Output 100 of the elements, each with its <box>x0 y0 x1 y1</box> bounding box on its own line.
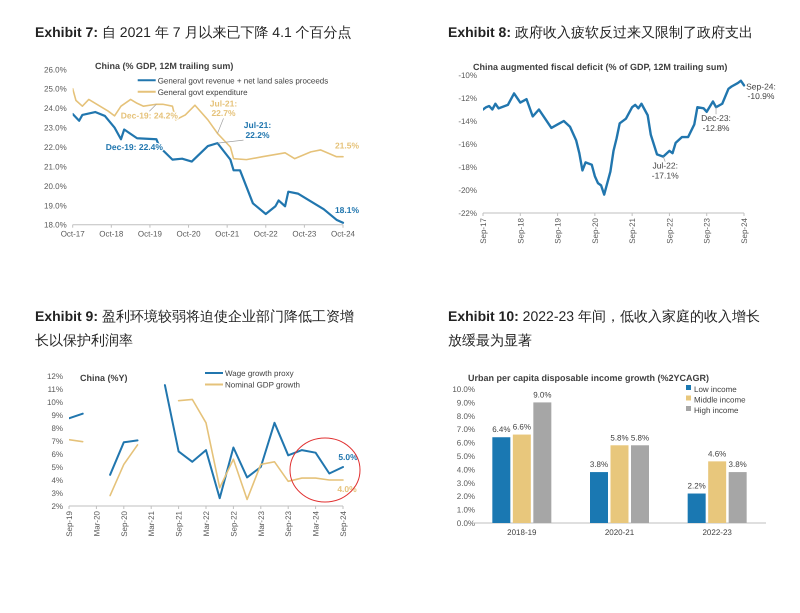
data-label: 2.2% <box>688 482 706 491</box>
data-label: 4.6% <box>708 449 726 458</box>
data-label: 3.8% <box>728 460 747 470</box>
x-tick-label: Oct-24 <box>330 230 356 239</box>
y-tick-label: 7% <box>51 437 63 446</box>
y-tick-label: 7.0% <box>456 425 475 434</box>
chart-subtitle: China augmented fiscal deficit (% of GDP, 12M trailing sum) <box>473 62 728 72</box>
y-tick-label: 25.0% <box>44 84 67 94</box>
x-tick-label: 2022-23 <box>702 528 732 537</box>
x-tick-label: Sep-18 <box>516 217 526 244</box>
annotation: 5.0% <box>338 452 358 462</box>
y-tick-label: 5% <box>51 463 63 472</box>
data-label: 6.6% <box>512 422 531 432</box>
legend-label: General govt revenue + net land sales proceeds <box>158 76 328 86</box>
y-tick-label: 9.0% <box>456 398 475 408</box>
x-tick-label: Sep-24 <box>740 217 749 244</box>
chart-title: Exhibit 9: 盈利环境较弱将迫使企业部门降低工资增长以保护利润率 <box>35 307 355 350</box>
data-label: 5.8% <box>610 433 629 442</box>
x-tick-label: Oct-21 <box>215 230 240 239</box>
y-tick-label: 1.0% <box>456 506 475 515</box>
y-tick-label: 3% <box>51 489 63 498</box>
y-tick-label: -22% <box>458 209 477 218</box>
annotation: 18.1% <box>334 204 360 215</box>
x-tick-label: Oct-20 <box>176 230 202 239</box>
x-tick-label: Sep-23 <box>284 510 294 537</box>
annotation: Dec-23: -12.8% <box>701 113 731 133</box>
chart-subtitle: Urban per capita disposable income growth (%2YCAGR) <box>468 373 710 383</box>
x-tick-label: Mar-21 <box>147 510 156 536</box>
y-tick-label: 9% <box>51 411 63 420</box>
y-tick-label: 18.0% <box>44 220 67 230</box>
y-tick-label: 20.0% <box>44 182 67 191</box>
chart-subtitle: China (% GDP, 12M trailing sum) <box>95 61 234 71</box>
y-tick-label: 2% <box>51 502 63 511</box>
y-tick-label: 6.0% <box>456 438 475 448</box>
y-tick-label: 5.0% <box>456 452 475 461</box>
y-tick-label: 26.0% <box>44 65 67 74</box>
data-label: 9.0% <box>533 390 552 400</box>
y-tick-label: 11% <box>48 385 63 394</box>
y-tick-label: -14% <box>458 117 477 126</box>
x-tick-label: Sep-24 <box>339 510 348 537</box>
y-tick-label: -20% <box>458 186 477 195</box>
y-tick-label: -12% <box>458 94 477 103</box>
legend-label: General govt expenditure <box>158 88 248 97</box>
x-tick-label: Sep-20 <box>590 217 600 244</box>
x-tick-label: Oct-17 <box>60 230 86 239</box>
x-tick-label: Sep-19 <box>65 510 74 537</box>
data-label: 5.8% <box>630 433 650 442</box>
annotation: Jul-22: -17.1% <box>652 160 680 180</box>
chart-title: Exhibit 7: 自 2021 年 7 月以来已下降 4.1 个百分点 <box>35 23 353 42</box>
x-tick-label: Sep-19 <box>554 217 563 244</box>
x-tick-label: Oct-19 <box>138 230 162 239</box>
y-tick-label: 8.0% <box>456 412 475 421</box>
y-tick-label: 12% <box>46 372 63 381</box>
annotation: Jul-21: 22.7% <box>210 98 238 118</box>
y-tick-label: 10.0% <box>452 385 475 394</box>
x-tick-label: Sep-22 <box>229 510 238 537</box>
x-tick-label: Sep-20 <box>120 510 129 537</box>
x-tick-label: Sep-23 <box>702 217 712 244</box>
data-label: 3.8% <box>590 460 608 470</box>
chart-subtitle: China (%Y) <box>80 373 128 383</box>
y-tick-label: 6% <box>51 450 63 459</box>
y-tick-label: 4.0% <box>456 465 475 474</box>
chart-title: Exhibit 10: 2022-23 年间，低收入家庭的收入增长放缓最为显著 <box>448 307 761 350</box>
annotation: 21.5% <box>334 140 360 151</box>
y-tick-label: 4% <box>51 476 63 485</box>
y-tick-label: 0.0% <box>456 519 475 528</box>
chart-title: Exhibit 8: 政府收入疲软反过来又限制了政府支出 <box>448 23 754 42</box>
y-tick-label: -16% <box>458 140 477 149</box>
x-tick-label: Oct-22 <box>254 230 278 239</box>
x-tick-label: Mar-22 <box>202 510 211 536</box>
y-tick-label: 10% <box>46 398 63 407</box>
x-tick-label: Mar-20 <box>92 510 102 536</box>
x-tick-label: Sep-22 <box>665 217 674 244</box>
legend-label: Low income <box>694 385 738 394</box>
y-tick-label: -18% <box>458 163 477 172</box>
legend-label: High income <box>694 406 740 415</box>
x-tick-label: Sep-21 <box>628 217 638 244</box>
legend-label: Wage growth proxy <box>225 369 294 378</box>
legend-label: Middle income <box>694 396 746 404</box>
y-tick-label: 21.0% <box>44 162 67 172</box>
x-tick-label: Mar-23 <box>256 510 266 536</box>
annotation: Sep-24: -10.9% <box>746 81 776 102</box>
x-tick-label: Sep-17 <box>479 217 488 244</box>
y-tick-label: 24.0% <box>44 104 67 114</box>
y-tick-label: 3.0% <box>456 478 475 488</box>
legend-label: Nominal GDP growth <box>225 380 300 390</box>
x-tick-label: 2020-21 <box>604 528 635 537</box>
x-tick-label: 2018-19 <box>507 528 538 537</box>
annotation: Jul-21: 22.2% <box>244 120 272 140</box>
x-tick-label: Mar-24 <box>312 510 321 536</box>
y-tick-label: -10% <box>458 71 477 80</box>
y-tick-label: 2.0% <box>456 492 475 502</box>
y-tick-label: 22.0% <box>44 143 67 152</box>
x-tick-label: Oct-23 <box>292 230 317 239</box>
y-tick-label: 23.0% <box>44 124 67 133</box>
x-tick-label: Sep-21 <box>174 510 184 537</box>
x-tick-label: Oct-18 <box>99 230 124 239</box>
y-tick-label: 8% <box>51 424 63 433</box>
y-tick-label: 19.0% <box>44 201 67 210</box>
data-label: 6.4% <box>492 425 510 434</box>
